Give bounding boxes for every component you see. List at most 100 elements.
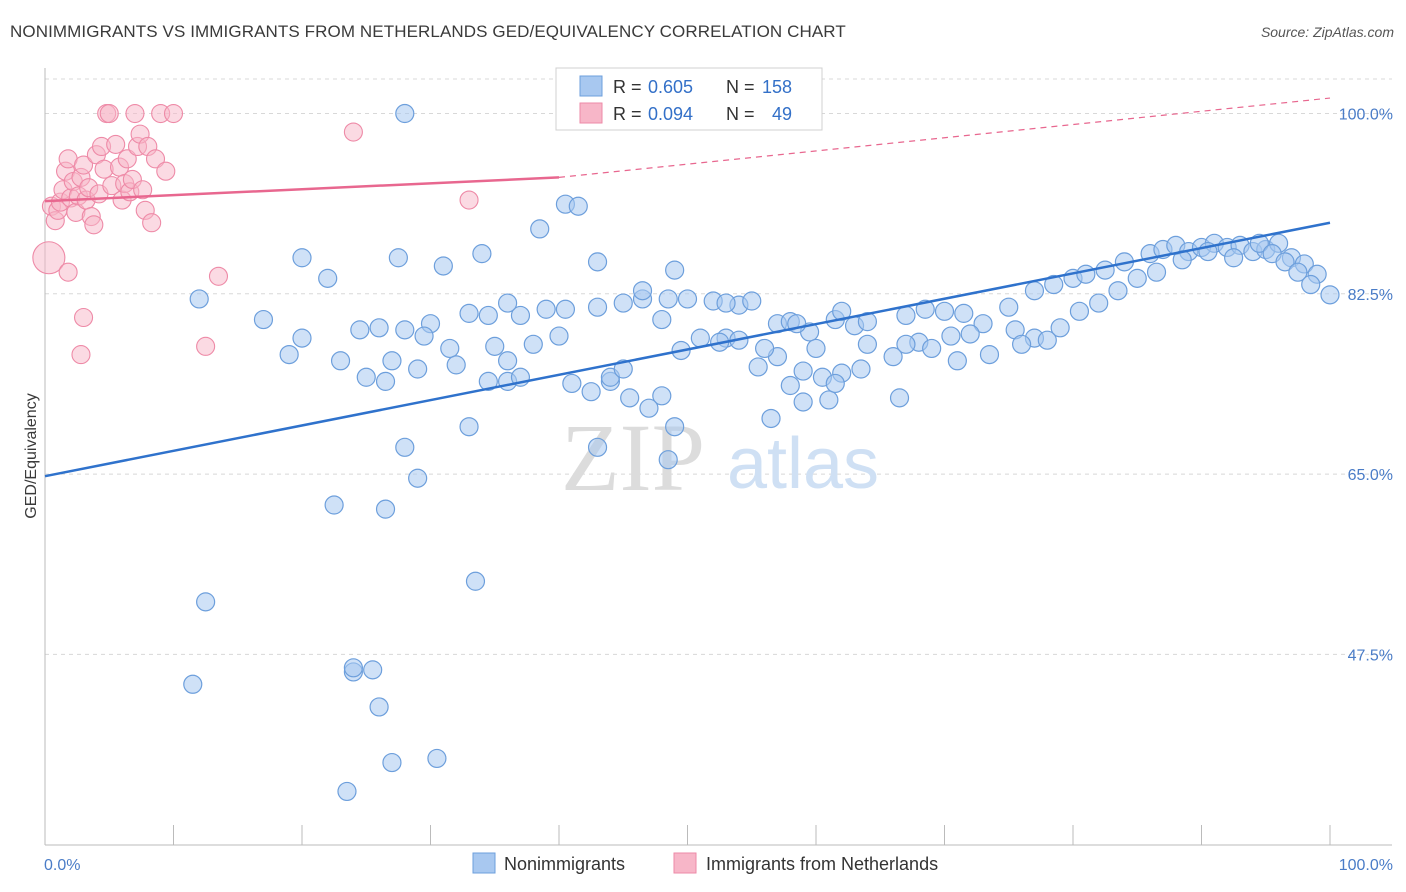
blue-point-146 [459, 417, 479, 437]
blue-point-23 [581, 382, 601, 402]
blue-point-19 [478, 371, 498, 391]
blue-point-17 [375, 371, 396, 391]
blue-point-58 [1076, 264, 1096, 284]
blue-point-156 [343, 658, 363, 678]
blue-point-5 [388, 248, 408, 268]
chart-title: NONIMMIGRANTS VS IMMIGRANTS FROM NETHERL… [10, 22, 846, 41]
blue-point-109 [896, 334, 916, 354]
blue-point-85 [1127, 268, 1147, 288]
blue-point-133 [414, 326, 434, 346]
blue-point-13 [330, 351, 351, 371]
blue-point-56 [1044, 274, 1064, 295]
pink-point-32 [125, 103, 145, 124]
blue-point-16 [356, 367, 376, 387]
blue-point-134 [440, 338, 460, 359]
blue-point-7 [472, 244, 492, 264]
blue-point-150 [324, 495, 344, 515]
y-tick-label-3: 47.5% [1348, 647, 1393, 664]
blue-point-105 [748, 357, 768, 377]
legend-r-value-blue: 0.605 [648, 77, 693, 97]
blue-point-9 [350, 320, 370, 340]
blue-point-14 [369, 318, 389, 338]
blue-point-100 [947, 351, 967, 371]
blue-point-119 [639, 398, 659, 418]
pink-point-49 [459, 190, 479, 210]
blue-series-points [183, 103, 1340, 802]
pink-point-29 [117, 149, 137, 169]
blue-point-139 [183, 674, 203, 694]
blue-point-115 [754, 338, 775, 359]
bottom-legend-label-blue: Nonimmigrants [504, 854, 625, 874]
blue-point-130 [478, 305, 498, 326]
blue-point-98 [883, 347, 903, 367]
blue-point-50 [915, 299, 935, 319]
y-axis-label: GED/Equivalency [23, 393, 40, 518]
blue-point-99 [922, 338, 942, 359]
blue-point-140 [196, 592, 216, 612]
blue-point-36 [587, 252, 608, 272]
blue-point-3 [530, 219, 550, 239]
blue-point-90 [1249, 233, 1269, 253]
pink-point-17 [84, 215, 104, 235]
blue-point-81 [1050, 318, 1070, 338]
watermark: ZIP atlas [561, 404, 879, 511]
blue-point-122 [793, 392, 813, 412]
blue-point-6 [189, 289, 209, 309]
blue-point-135 [485, 336, 505, 356]
blue-point-154 [382, 752, 402, 773]
blue-point-97 [851, 359, 871, 379]
legend-n-label-pink: N = [726, 104, 755, 124]
pink-point-38 [142, 213, 162, 233]
legend-swatch-pink [579, 102, 603, 124]
legend-r-label-pink: R = [613, 104, 642, 124]
blue-point-27 [523, 334, 543, 354]
blue-point-45 [806, 338, 826, 359]
blue-point-123 [825, 373, 845, 394]
blue-point-53 [973, 314, 993, 334]
bottom-legend-swatch-pink [673, 852, 697, 874]
blue-point-93 [1288, 262, 1308, 282]
pink-point-25 [106, 134, 126, 154]
blue-point-38 [658, 289, 678, 309]
blue-point-145 [408, 468, 428, 488]
blue-point-124 [780, 375, 800, 396]
blue-point-29 [587, 297, 608, 317]
blue-point-137 [446, 355, 466, 375]
blue-point-149 [658, 450, 678, 470]
pink-point-46 [208, 266, 229, 286]
blue-point-117 [832, 301, 852, 321]
blue-point-8 [318, 268, 338, 288]
blue-point-147 [587, 437, 608, 457]
blue-point-41 [742, 291, 762, 311]
watermark-zip: ZIP [561, 404, 705, 511]
blue-trend-line [44, 221, 1331, 478]
source-label: Source: ZipAtlas.com [1260, 24, 1394, 40]
pink-point-48 [343, 122, 363, 142]
blue-point-39 [665, 260, 685, 280]
blue-point-54 [999, 297, 1019, 317]
legend-r-label-blue: R = [613, 77, 642, 97]
y-tick-labels: 100.0% 82.5% 65.0% 47.5% [1339, 107, 1393, 665]
x-tick-label-0: 0.0% [44, 857, 80, 874]
blue-point-49 [896, 305, 916, 326]
blue-point-83 [1089, 293, 1109, 313]
legend-n-value-blue: 158 [762, 77, 792, 97]
y-tick-label-0: 100.0% [1339, 107, 1393, 124]
blue-point-127 [510, 305, 531, 326]
stats-legend: R = 0.605 N = 158 R = 0.094 N = 49 [555, 67, 823, 131]
axes [44, 68, 1392, 846]
blue-point-120 [665, 417, 685, 437]
blue-point-55 [1024, 281, 1045, 301]
blue-point-75 [1320, 285, 1340, 305]
bottom-legend-swatch-blue [472, 852, 496, 874]
blue-point-59 [1095, 260, 1115, 280]
pink-point-41 [156, 161, 176, 181]
blue-point-11 [279, 344, 299, 365]
pink-trend-line-extension [558, 97, 1331, 178]
blue-point-84 [1108, 281, 1128, 301]
blue-point-22 [562, 373, 582, 394]
blue-point-78 [960, 324, 980, 344]
series-legend: Nonimmigrants Immigrants from Netherland… [472, 852, 938, 874]
blue-point-155 [337, 781, 357, 802]
